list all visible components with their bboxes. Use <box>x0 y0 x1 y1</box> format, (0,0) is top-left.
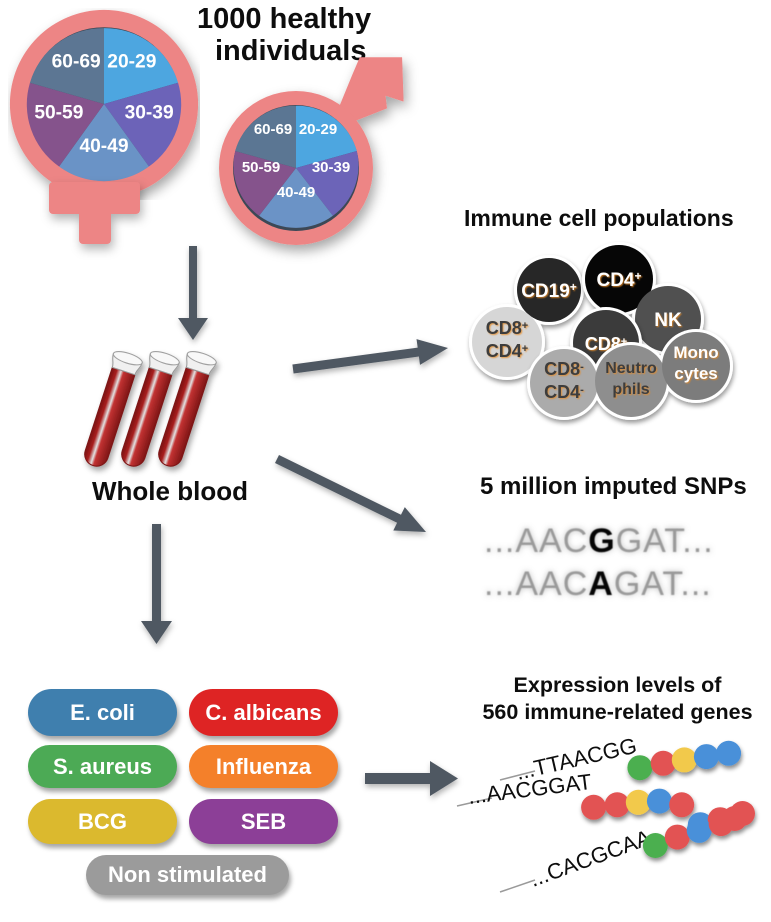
svg-text:30-39: 30-39 <box>312 159 350 176</box>
svg-text:40-49: 40-49 <box>277 184 315 201</box>
svg-text:50-59: 50-59 <box>242 159 280 176</box>
svg-text:60-69: 60-69 <box>254 121 292 138</box>
svg-text:20-29: 20-29 <box>299 121 337 138</box>
